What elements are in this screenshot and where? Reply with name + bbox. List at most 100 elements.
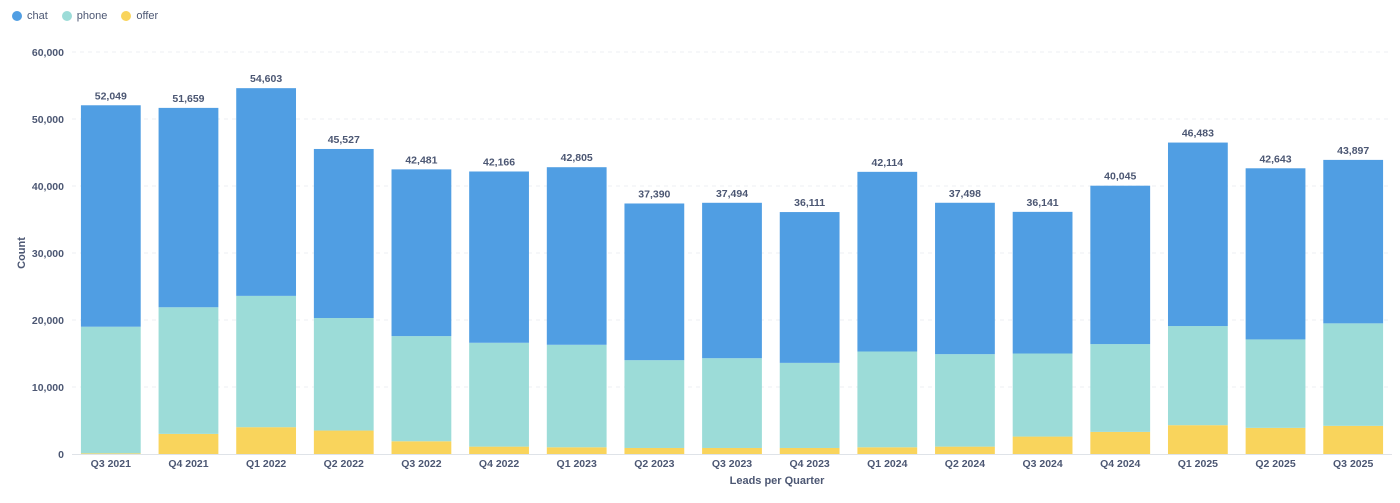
bar-phone[interactable] xyxy=(935,354,995,447)
data-label: 42,643 xyxy=(1259,153,1291,165)
x-tick-label: Q1 2024 xyxy=(867,458,907,470)
data-label: 36,111 xyxy=(794,197,825,209)
legend-swatch xyxy=(61,11,72,21)
legend-label: phone xyxy=(76,10,108,22)
x-tick-label: Q2 2024 xyxy=(945,458,985,470)
legend-item-offer[interactable]: offer xyxy=(121,10,158,22)
data-label: 46,483 xyxy=(1182,128,1214,140)
bar-offer[interactable] xyxy=(313,430,374,454)
bar-phone[interactable] xyxy=(546,344,607,448)
bar-offer[interactable] xyxy=(1167,425,1228,454)
bar-offer[interactable] xyxy=(624,447,685,454)
bar-offer[interactable] xyxy=(80,453,141,454)
y-tick-label: 10,000 xyxy=(32,382,64,394)
bar-offer[interactable] xyxy=(1012,436,1073,454)
x-tick-label: Q3 2021 xyxy=(91,458,131,470)
legend-label: chat xyxy=(27,10,48,22)
legend: chat phone offer xyxy=(12,10,158,22)
bar-phone[interactable] xyxy=(313,317,374,431)
data-label: 42,166 xyxy=(483,156,515,168)
x-tick-label: Q4 2023 xyxy=(789,458,829,470)
x-tick-label: Q4 2022 xyxy=(479,458,519,470)
bar-offer[interactable] xyxy=(857,447,918,454)
bar-chat[interactable] xyxy=(779,212,840,363)
bar-chat[interactable] xyxy=(857,171,918,352)
bar-chat[interactable] xyxy=(702,202,762,359)
bar-chat[interactable] xyxy=(158,107,219,308)
data-label: 43,897 xyxy=(1337,145,1369,157)
bar-chat[interactable] xyxy=(1167,142,1228,327)
y-tick-label: 60,000 xyxy=(32,47,64,59)
bar-phone[interactable] xyxy=(702,358,762,448)
bar-chat[interactable] xyxy=(80,105,141,327)
data-label: 45,527 xyxy=(328,134,360,146)
bar-chat[interactable] xyxy=(624,203,685,361)
bar-offer[interactable] xyxy=(779,447,840,454)
x-tick-label: Q2 2025 xyxy=(1255,458,1295,470)
data-label: 42,481 xyxy=(405,154,437,166)
bar-chat[interactable] xyxy=(1245,168,1306,340)
x-axis-title: Leads per Quarter xyxy=(730,475,825,487)
bar-chat[interactable] xyxy=(935,202,995,355)
bar-offer[interactable] xyxy=(469,446,529,454)
legend-item-phone[interactable]: phone xyxy=(61,10,108,22)
y-axis-title: Count xyxy=(16,237,28,269)
x-tick-label: Q2 2022 xyxy=(324,458,364,470)
x-tick-label: Q2 2023 xyxy=(634,458,674,470)
bar-phone[interactable] xyxy=(80,326,141,454)
bar-chat[interactable] xyxy=(236,88,297,296)
bar-chat[interactable] xyxy=(1090,185,1151,345)
bar-phone[interactable] xyxy=(1245,339,1306,428)
data-label: 42,805 xyxy=(561,152,593,164)
data-label: 52,049 xyxy=(95,90,127,102)
y-tick-label: 20,000 xyxy=(32,315,64,327)
bar-chat[interactable] xyxy=(1012,211,1073,354)
x-tick-label: Q3 2025 xyxy=(1333,458,1373,470)
legend-label: offer xyxy=(136,10,159,22)
bar-phone[interactable] xyxy=(469,342,529,447)
bar-phone[interactable] xyxy=(391,336,452,442)
bar-phone[interactable] xyxy=(1167,326,1228,426)
bar-offer[interactable] xyxy=(158,433,219,454)
bar-phone[interactable] xyxy=(236,295,297,428)
x-tick-label: Q4 2021 xyxy=(168,458,208,470)
bar-offer[interactable] xyxy=(1090,431,1151,454)
legend-swatch xyxy=(121,11,132,21)
bar-offer[interactable] xyxy=(702,447,762,454)
x-tick-label: Q1 2023 xyxy=(557,458,597,470)
data-label: 54,603 xyxy=(250,73,282,85)
data-label: 42,114 xyxy=(872,157,904,169)
x-tick-label: Q1 2022 xyxy=(246,458,286,470)
bar-phone[interactable] xyxy=(779,362,840,448)
bar-phone[interactable] xyxy=(857,351,918,448)
bar-phone[interactable] xyxy=(1090,344,1151,432)
bar-chat[interactable] xyxy=(469,171,529,343)
bar-chat[interactable] xyxy=(391,169,452,337)
x-tick-label: Q1 2025 xyxy=(1178,458,1218,470)
bar-phone[interactable] xyxy=(1323,323,1384,426)
data-label: 36,141 xyxy=(1027,197,1059,209)
bar-chat[interactable] xyxy=(546,167,607,345)
y-tick-label: 50,000 xyxy=(32,114,64,126)
data-label: 37,498 xyxy=(949,188,981,200)
bar-chat[interactable] xyxy=(313,148,374,318)
bar-offer[interactable] xyxy=(546,447,607,454)
bar-offer[interactable] xyxy=(236,427,297,454)
bar-offer[interactable] xyxy=(1323,425,1384,454)
legend-swatch xyxy=(12,11,22,21)
x-tick-label: Q3 2024 xyxy=(1022,458,1062,470)
bar-phone[interactable] xyxy=(1012,353,1073,437)
bar-phone[interactable] xyxy=(624,360,685,448)
x-tick-label: Q3 2023 xyxy=(712,458,752,470)
bar-offer[interactable] xyxy=(391,441,452,454)
data-label: 37,390 xyxy=(638,188,670,200)
bar-offer[interactable] xyxy=(935,446,995,454)
x-tick-label: Q4 2024 xyxy=(1100,458,1140,470)
bar-chat[interactable] xyxy=(1323,159,1384,324)
bar-offer[interactable] xyxy=(1245,427,1306,454)
bar-phone[interactable] xyxy=(158,307,219,434)
y-tick-label: 0 xyxy=(58,449,64,461)
legend-item-chat[interactable]: chat xyxy=(12,10,48,22)
